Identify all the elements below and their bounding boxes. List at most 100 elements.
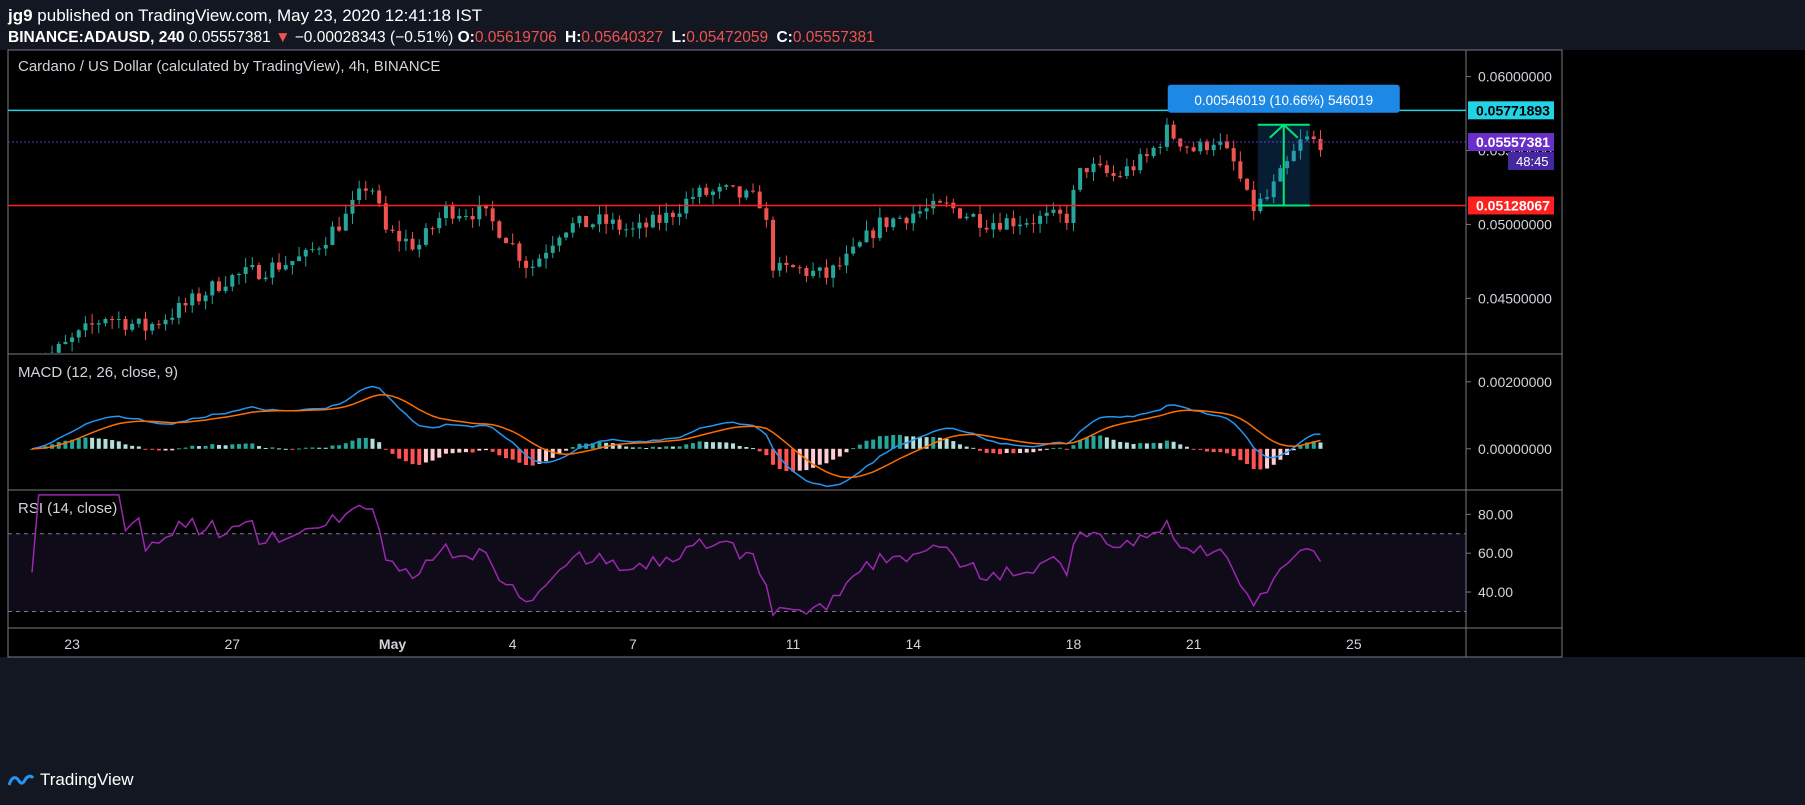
macd-histogram-bar — [744, 446, 749, 449]
macd-histogram-bar — [163, 448, 168, 451]
macd-histogram-bar — [944, 438, 949, 449]
macd-histogram-bar — [1144, 443, 1149, 449]
macd-histogram-bar — [1178, 444, 1183, 449]
macd-histogram-bar — [1104, 437, 1109, 449]
candle-body — [971, 214, 976, 217]
candle-body — [1024, 223, 1029, 225]
candle-body — [257, 264, 262, 280]
candle-body — [463, 215, 468, 217]
candle-body — [1084, 168, 1089, 173]
macd-histogram-bar — [610, 443, 615, 449]
macd-histogram-bar — [357, 438, 362, 449]
macd-histogram-bar — [510, 448, 515, 460]
macd-histogram-bar — [190, 445, 195, 449]
macd-histogram-bar — [677, 446, 682, 449]
macd-histogram-bar — [1191, 448, 1196, 450]
macd-histogram-bar — [1118, 441, 1123, 449]
price-axis-tick-label: 0.04500000 — [1478, 290, 1552, 306]
price-label: 0.05557381 — [1476, 134, 1550, 150]
candle-body — [490, 208, 495, 222]
candle-body — [437, 218, 442, 229]
candle-body — [917, 211, 922, 214]
candle-body — [717, 186, 722, 192]
measure-label-bg — [1167, 84, 1400, 113]
candle-body — [236, 274, 241, 276]
macd-histogram-bar — [1078, 439, 1083, 449]
candle-body — [644, 222, 649, 228]
macd-histogram-bar — [343, 443, 348, 449]
macd-histogram-bar — [297, 448, 302, 450]
candle-body — [270, 262, 275, 278]
macd-histogram-bar — [170, 448, 175, 451]
candle-body — [744, 190, 749, 198]
macd-histogram-bar — [397, 448, 402, 459]
macd-histogram-bar — [1044, 448, 1049, 450]
candle-body — [1058, 209, 1063, 214]
candle-body — [590, 224, 595, 228]
macd-histogram-bar — [751, 448, 756, 450]
candle-body — [724, 185, 729, 187]
macd-histogram-bar — [597, 441, 602, 449]
candle-body — [510, 243, 515, 245]
candle-body — [76, 330, 81, 338]
candle-body — [283, 265, 288, 270]
candle-body — [650, 214, 655, 228]
rsi-line — [31, 494, 1322, 617]
candle-body — [557, 237, 562, 246]
candle-body — [63, 341, 68, 344]
candle-body — [297, 256, 302, 262]
macd-histogram-bar — [791, 448, 796, 472]
candle-body — [337, 226, 342, 231]
macd-histogram-bar — [1184, 446, 1189, 449]
macd-histogram-bar — [103, 438, 108, 449]
candle-body — [851, 246, 856, 254]
publish-text: published on TradingView.com, May 23, 20… — [32, 6, 483, 25]
macd-histogram-bar — [504, 448, 509, 459]
candle-body — [1138, 154, 1143, 171]
macd-histogram-bar — [777, 448, 782, 469]
macd-histogram-bar — [704, 441, 709, 449]
candle-body — [817, 267, 822, 271]
candle-body — [110, 319, 115, 321]
macd-histogram-bar — [457, 448, 462, 453]
macd-histogram-bar — [784, 448, 789, 471]
chart-canvas[interactable]: 2327May4711141821250.060000000.055000000… — [0, 0, 1805, 760]
macd-histogram-bar — [757, 448, 762, 452]
candle-body — [891, 218, 896, 228]
macd-histogram-bar — [243, 443, 248, 449]
candle-body — [998, 222, 1003, 230]
macd-histogram-bar — [263, 447, 268, 449]
candle-body — [604, 214, 609, 224]
candle-body — [1118, 175, 1123, 177]
author-name[interactable]: jg9 — [8, 6, 33, 25]
macd-histogram-bar — [530, 448, 535, 466]
candles-group — [44, 117, 1323, 353]
candle-body — [857, 242, 862, 247]
candle-body — [1178, 138, 1183, 147]
candle-body — [704, 187, 709, 195]
candle-body — [570, 223, 575, 233]
candle-body — [1104, 165, 1109, 174]
macd-histogram-bar — [771, 448, 776, 465]
macd-histogram-bar — [1218, 448, 1223, 453]
x-tick-label: 21 — [1186, 636, 1202, 652]
candle-body — [250, 264, 255, 268]
candle-body — [350, 199, 355, 214]
last-price: 0.05557381 — [188, 29, 271, 46]
candle-body — [991, 222, 996, 230]
macd-histogram-bar — [697, 441, 702, 449]
candle-body — [957, 208, 962, 219]
candle-body — [664, 212, 669, 223]
candle-body — [1225, 141, 1230, 149]
macd-histogram-bar — [1298, 445, 1303, 449]
macd-histogram-bar — [110, 440, 115, 449]
candle-body — [977, 214, 983, 228]
candle-body — [443, 205, 448, 219]
open-value: 0.05619706 — [474, 29, 557, 46]
candle-body — [771, 219, 776, 271]
macd-histogram-bar — [330, 445, 335, 449]
macd-histogram-bar — [216, 444, 221, 449]
macd-line — [31, 385, 1321, 488]
macd-histogram-bar — [937, 437, 942, 449]
candle-body — [263, 277, 268, 280]
